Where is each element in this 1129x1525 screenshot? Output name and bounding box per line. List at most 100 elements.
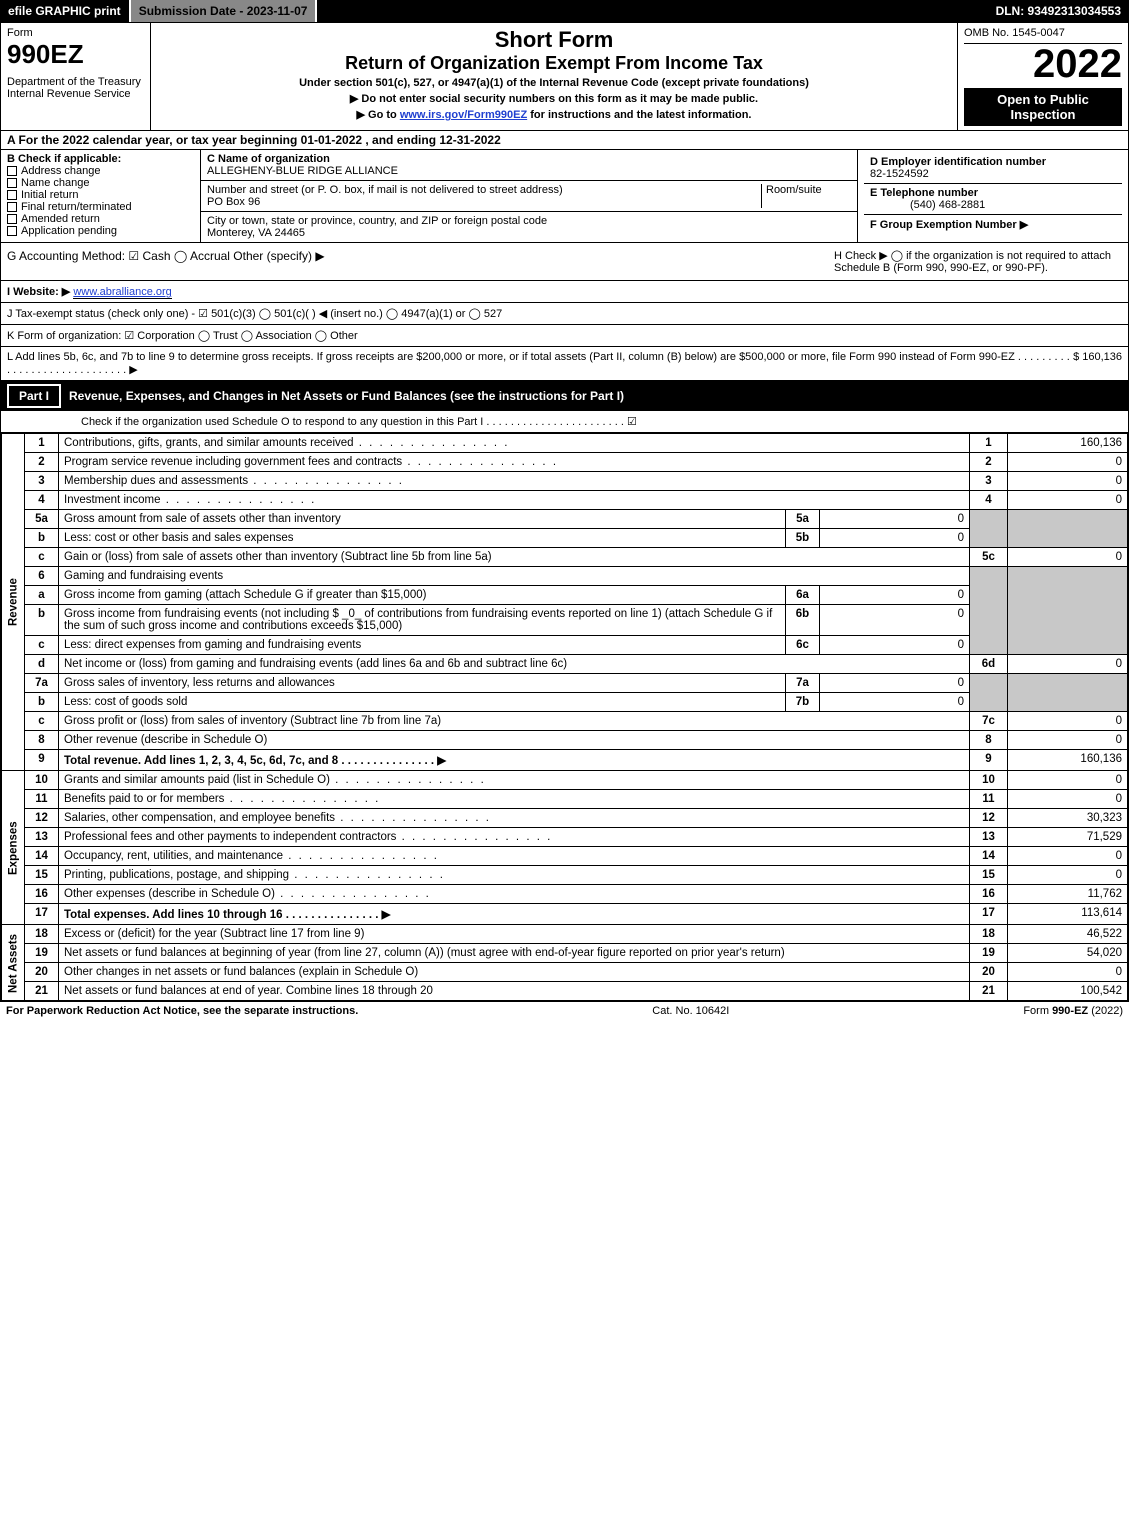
phone-value: (540) 468-2881: [870, 199, 985, 211]
footer-mid: Cat. No. 10642I: [652, 1005, 729, 1017]
desc-13: Professional fees and other payments to …: [59, 828, 970, 847]
amt-13: 71,529: [1008, 828, 1128, 847]
desc-6b: Gross income from fundraising events (no…: [59, 605, 786, 636]
iv-6b: 0: [820, 605, 970, 636]
chk-amended-return[interactable]: [7, 214, 17, 224]
amt-5c: 0: [1008, 548, 1128, 567]
form-container: Form 990EZ Department of the Treasury In…: [0, 22, 1129, 1002]
line-G: G Accounting Method: ☑ Cash ◯ Accrual Ot…: [1, 243, 828, 280]
chk-application-pending[interactable]: [7, 226, 17, 236]
il-7b: 7b: [786, 693, 820, 712]
opt-application-pending: Application pending: [21, 225, 117, 237]
submission-date-button[interactable]: Submission Date - 2023-11-07: [131, 0, 318, 22]
footer-left: For Paperwork Reduction Act Notice, see …: [6, 1005, 358, 1017]
num-7c: 7c: [970, 712, 1008, 731]
dln-label: DLN: 93492313034553: [988, 0, 1129, 22]
num-12: 12: [970, 809, 1008, 828]
title-short-form: Short Form: [157, 27, 951, 53]
desc-2: Program service revenue including govern…: [59, 453, 970, 472]
part-I-check: Check if the organization used Schedule …: [1, 411, 1128, 433]
amt-9: 160,136: [1008, 750, 1128, 771]
street-label: Number and street (or P. O. box, if mail…: [207, 184, 563, 196]
desc-20: Other changes in net assets or fund bala…: [59, 963, 970, 982]
amt-3: 0: [1008, 472, 1128, 491]
num-21: 21: [970, 982, 1008, 1001]
amt-7c: 0: [1008, 712, 1128, 731]
chk-initial-return[interactable]: [7, 190, 17, 200]
expenses-label: Expenses: [2, 771, 25, 925]
part-I-bar: Part I Revenue, Expenses, and Changes in…: [1, 381, 1128, 411]
tax-year: 2022: [964, 44, 1122, 84]
footer-right: Form 990-EZ (2022): [1023, 1005, 1123, 1017]
amt-8: 0: [1008, 731, 1128, 750]
desc-15: Printing, publications, postage, and shi…: [59, 866, 970, 885]
amt-2: 0: [1008, 453, 1128, 472]
num-17: 17: [970, 904, 1008, 925]
il-7a: 7a: [786, 674, 820, 693]
F-label: F Group Exemption Number ▶: [870, 219, 1028, 231]
form-header: Form 990EZ Department of the Treasury In…: [1, 23, 1128, 131]
room-label: Room/suite: [766, 184, 822, 196]
num-18: 18: [970, 925, 1008, 944]
open-public-badge: Open to Public Inspection: [964, 88, 1122, 126]
iv-7a: 0: [820, 674, 970, 693]
form-number: 990EZ: [7, 39, 144, 70]
num-19: 19: [970, 944, 1008, 963]
desc-5a: Gross amount from sale of assets other t…: [59, 510, 786, 529]
amt-12: 30,323: [1008, 809, 1128, 828]
il-6a: 6a: [786, 586, 820, 605]
note-no-ssn: ▶ Do not enter social security numbers o…: [157, 92, 951, 105]
subtitle: Under section 501(c), 527, or 4947(a)(1)…: [157, 77, 951, 89]
amt-11: 0: [1008, 790, 1128, 809]
section-BCDEF: B Check if applicable: Address change Na…: [1, 150, 1128, 243]
line-K: K Form of organization: ☑ Corporation ◯ …: [1, 325, 1128, 347]
chk-address-change[interactable]: [7, 166, 17, 176]
desc-7b: Less: cost of goods sold: [59, 693, 786, 712]
num-4: 4: [970, 491, 1008, 510]
iv-5a: 0: [820, 510, 970, 529]
desc-17: Total expenses. Add lines 10 through 16 …: [59, 904, 970, 925]
city-label: City or town, state or province, country…: [207, 215, 547, 227]
chk-final-return[interactable]: [7, 202, 17, 212]
E-label: E Telephone number: [870, 187, 978, 199]
efile-print-label[interactable]: efile GRAPHIC print: [0, 0, 131, 22]
desc-16: Other expenses (describe in Schedule O): [59, 885, 970, 904]
il-5a: 5a: [786, 510, 820, 529]
footer: For Paperwork Reduction Act Notice, see …: [0, 1002, 1129, 1020]
desc-7a: Gross sales of inventory, less returns a…: [59, 674, 786, 693]
desc-6: Gaming and fundraising events: [59, 567, 970, 586]
irs-link[interactable]: www.irs.gov/Form990EZ: [400, 109, 527, 121]
desc-12: Salaries, other compensation, and employ…: [59, 809, 970, 828]
opt-initial-return: Initial return: [21, 189, 78, 201]
street-value: PO Box 96: [207, 196, 260, 208]
note-goto: ▶ Go to www.irs.gov/Form990EZ for instru…: [157, 108, 951, 121]
desc-1: Contributions, gifts, grants, and simila…: [59, 434, 970, 453]
I-label: I Website: ▶: [7, 286, 70, 298]
il-6c: 6c: [786, 636, 820, 655]
amt-19: 54,020: [1008, 944, 1128, 963]
num-20: 20: [970, 963, 1008, 982]
desc-5c: Gain or (loss) from sale of assets other…: [59, 548, 970, 567]
desc-10: Grants and similar amounts paid (list in…: [59, 771, 970, 790]
part-I-title: Revenue, Expenses, and Changes in Net As…: [69, 389, 624, 403]
iv-6a: 0: [820, 586, 970, 605]
amt-16: 11,762: [1008, 885, 1128, 904]
line-J: J Tax-exempt status (check only one) - ☑…: [1, 303, 1128, 325]
iv-7b: 0: [820, 693, 970, 712]
netassets-label: Net Assets: [2, 925, 25, 1001]
num-13: 13: [970, 828, 1008, 847]
opt-address-change: Address change: [21, 165, 101, 177]
amt-6d: 0: [1008, 655, 1128, 674]
iv-6c: 0: [820, 636, 970, 655]
website-link[interactable]: www.abralliance.org: [73, 286, 171, 299]
note-goto-post: for instructions and the latest informat…: [527, 109, 751, 121]
chk-name-change[interactable]: [7, 178, 17, 188]
amt-4: 0: [1008, 491, 1128, 510]
L-text: L Add lines 5b, 6c, and 7b to line 9 to …: [7, 351, 1073, 376]
L-amount: $ 160,136: [1073, 351, 1122, 376]
amt-21: 100,542: [1008, 982, 1128, 1001]
note-goto-pre: ▶ Go to: [357, 109, 400, 121]
section-GH: G Accounting Method: ☑ Cash ◯ Accrual Ot…: [1, 243, 1128, 281]
desc-11: Benefits paid to or for members: [59, 790, 970, 809]
col-C: C Name of organization ALLEGHENY-BLUE RI…: [201, 150, 858, 242]
